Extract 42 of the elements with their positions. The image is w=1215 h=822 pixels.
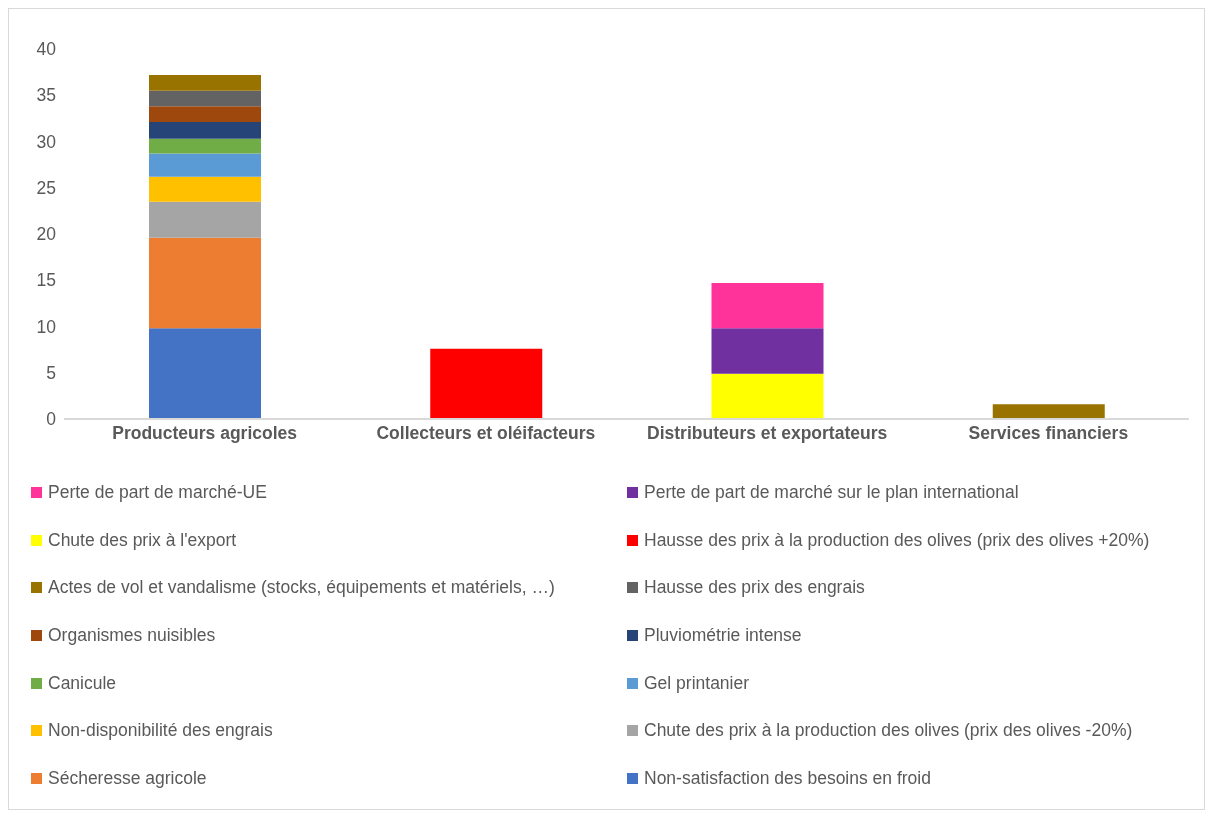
bar [149, 106, 261, 123]
legend-label: Hausse des prix à la production des olives (prix des olives +20%) [644, 529, 1150, 551]
legend-label: Perte de part de marché sur le plan international [644, 482, 1019, 504]
bar [149, 328, 261, 419]
y-tick-label: 20 [36, 224, 57, 245]
legend-label: Organismes nuisibles [48, 625, 216, 647]
bar [149, 201, 261, 238]
legend-label: Non-satisfaction des besoins en froid [644, 767, 931, 789]
x-tick-label: Producteurs agricoles [112, 423, 298, 444]
bar [711, 373, 824, 419]
y-tick-label: 25 [36, 177, 56, 198]
y-tick-label: 0 [46, 409, 57, 430]
bar [711, 328, 824, 374]
y-tick-label: 5 [46, 362, 56, 383]
bar [711, 283, 824, 329]
bar [149, 90, 261, 107]
x-tick-label: Distributeurs et exportateurs [647, 423, 888, 444]
x-tick-label: Services financiers [968, 423, 1129, 444]
bar [149, 176, 261, 202]
bar [149, 138, 261, 154]
y-tick-label: 10 [36, 316, 57, 337]
y-tick-label: 30 [36, 131, 57, 152]
legend-label: Gel printanier [644, 672, 750, 694]
legend-label: Chute des prix à l'export [48, 529, 237, 551]
bar [149, 74, 261, 91]
y-tick-label: 40 [36, 39, 57, 60]
legend-label: Perte de part de marché-UE [48, 482, 267, 504]
legend-label: Non-disponibilité des engrais [48, 720, 273, 742]
bar [149, 153, 261, 177]
bar [992, 404, 1105, 419]
legend-label: Actes de vol et vandalisme (stocks, équipements et matériels, …) [48, 577, 555, 599]
bar [149, 237, 261, 329]
y-tick-label: 15 [36, 270, 56, 291]
legend-label: Pluviométrie intense [644, 625, 802, 647]
y-tick-label: 35 [36, 85, 56, 106]
legend-label: Canicule [48, 672, 117, 694]
bar [430, 348, 543, 419]
bar [149, 122, 261, 139]
legend-label: Hausse des prix des engrais [644, 577, 865, 599]
x-tick-label: Collecteurs et oléifacteurs [376, 423, 596, 444]
legend-label: Chute des prix à la production des olives (prix des olives -20%) [644, 720, 1133, 742]
legend-label: Sécheresse agricole [48, 767, 207, 789]
